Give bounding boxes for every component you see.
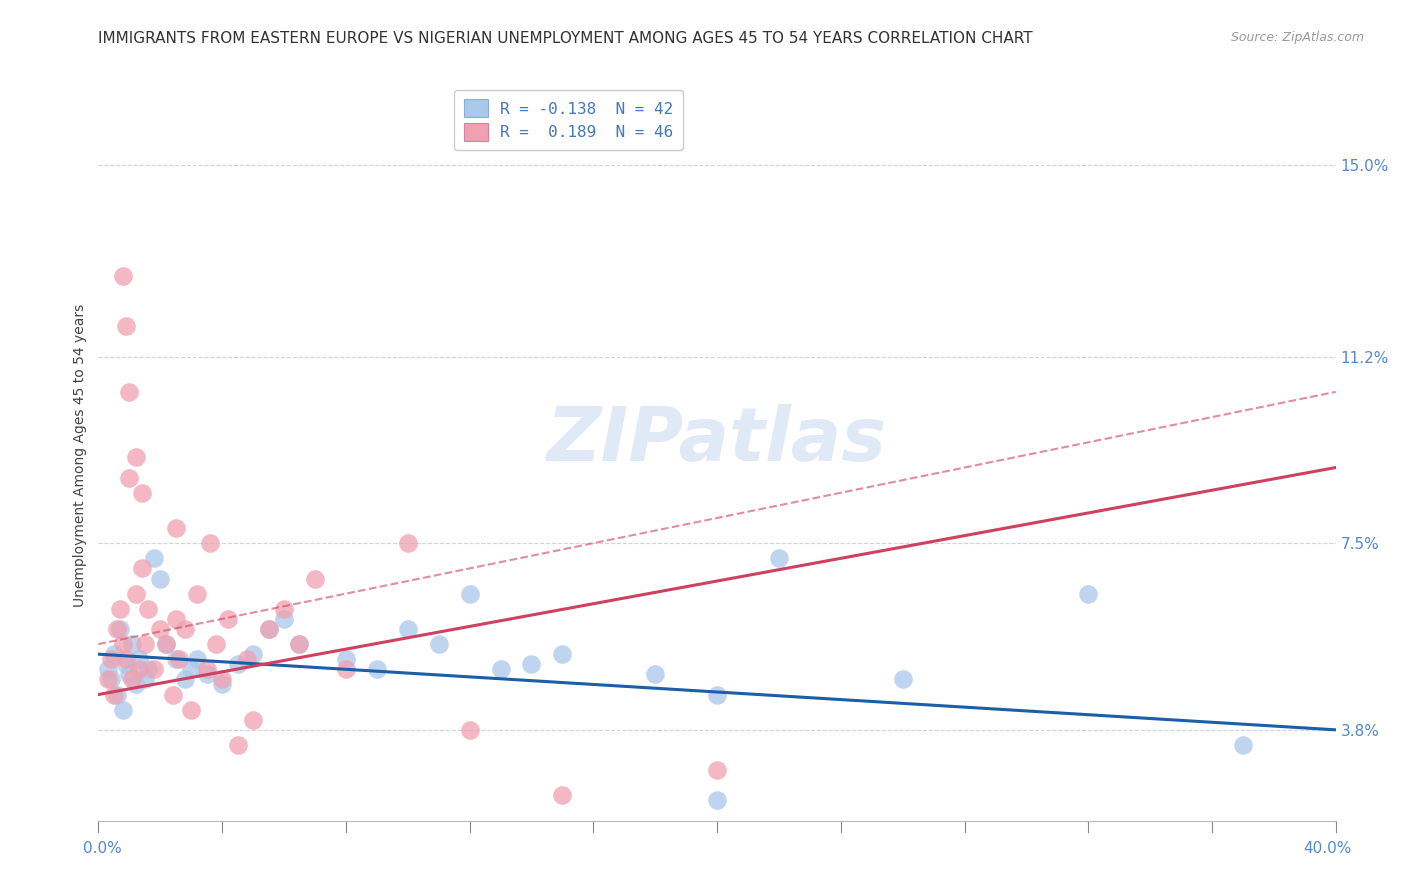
Point	[242, 713, 264, 727]
Text: ZIPatlas: ZIPatlas	[547, 404, 887, 477]
Point	[288, 637, 311, 651]
Point	[236, 652, 259, 666]
Point	[551, 789, 574, 803]
Point	[136, 662, 159, 676]
Point	[706, 688, 728, 702]
Point	[112, 637, 135, 651]
Point	[396, 536, 419, 550]
Text: IMMIGRANTS FROM EASTERN EUROPE VS NIGERIAN UNEMPLOYMENT AMONG AGES 45 TO 54 YEAR: IMMIGRANTS FROM EASTERN EUROPE VS NIGERI…	[98, 31, 1033, 46]
Point	[644, 667, 666, 681]
Point	[134, 637, 156, 651]
Point	[458, 587, 481, 601]
Point	[143, 551, 166, 566]
Point	[226, 738, 249, 752]
Point	[149, 622, 172, 636]
Point	[103, 688, 125, 702]
Text: 0.0%: 0.0%	[83, 841, 122, 855]
Text: Source: ZipAtlas.com: Source: ZipAtlas.com	[1230, 31, 1364, 45]
Point	[198, 536, 221, 550]
Point	[134, 673, 156, 687]
Point	[396, 622, 419, 636]
Point	[257, 622, 280, 636]
Point	[108, 622, 131, 636]
Point	[131, 485, 153, 500]
Point	[335, 662, 357, 676]
Point	[165, 612, 187, 626]
Point	[288, 637, 311, 651]
Point	[124, 587, 146, 601]
Point	[174, 622, 197, 636]
Point	[174, 673, 197, 687]
Point	[366, 662, 388, 676]
Y-axis label: Unemployment Among Ages 45 to 54 years: Unemployment Among Ages 45 to 54 years	[73, 303, 87, 607]
Point	[112, 268, 135, 283]
Point	[115, 319, 138, 334]
Point	[304, 572, 326, 586]
Point	[128, 662, 150, 676]
Point	[211, 673, 233, 687]
Point	[165, 521, 187, 535]
Point	[273, 612, 295, 626]
Point	[1077, 587, 1099, 601]
Point	[180, 703, 202, 717]
Point	[121, 673, 143, 687]
Point	[103, 647, 125, 661]
Point	[128, 652, 150, 666]
Point	[427, 637, 450, 651]
Point	[257, 622, 280, 636]
Point	[1232, 738, 1254, 752]
Point	[112, 703, 135, 717]
Point	[706, 793, 728, 807]
Point	[162, 688, 184, 702]
Point	[115, 657, 138, 672]
Point	[124, 677, 146, 691]
Point	[115, 652, 138, 666]
Legend: R = -0.138  N = 42, R =  0.189  N = 46: R = -0.138 N = 42, R = 0.189 N = 46	[454, 90, 683, 150]
Point	[155, 637, 177, 651]
Point	[551, 647, 574, 661]
Point	[891, 673, 914, 687]
Point	[105, 688, 128, 702]
Point	[108, 601, 131, 615]
Point	[458, 723, 481, 737]
Point	[121, 637, 143, 651]
Point	[180, 662, 202, 676]
Point	[242, 647, 264, 661]
Point	[186, 652, 208, 666]
Point	[118, 470, 141, 484]
Point	[118, 384, 141, 399]
Point	[768, 551, 790, 566]
Point	[217, 612, 239, 626]
Point	[205, 637, 228, 651]
Point	[97, 662, 120, 676]
Point	[97, 673, 120, 687]
Point	[118, 667, 141, 681]
Point	[131, 561, 153, 575]
Point	[520, 657, 543, 672]
Point	[195, 662, 218, 676]
Point	[136, 601, 159, 615]
Point	[489, 662, 512, 676]
Point	[273, 601, 295, 615]
Point	[105, 622, 128, 636]
Point	[706, 763, 728, 777]
Point	[100, 652, 122, 666]
Point	[186, 587, 208, 601]
Point	[195, 667, 218, 681]
Point	[100, 673, 122, 687]
Point	[165, 652, 187, 666]
Point	[167, 652, 190, 666]
Point	[124, 450, 146, 465]
Text: 40.0%: 40.0%	[1303, 841, 1351, 855]
Point	[143, 662, 166, 676]
Point	[155, 637, 177, 651]
Point	[211, 677, 233, 691]
Point	[335, 652, 357, 666]
Point	[149, 572, 172, 586]
Point	[226, 657, 249, 672]
